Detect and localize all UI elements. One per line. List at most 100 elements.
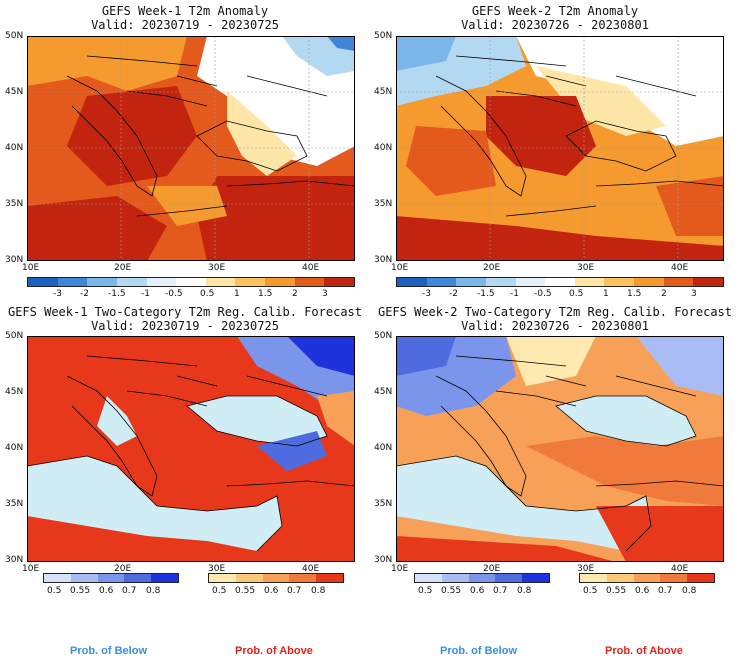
cbar-swatch xyxy=(633,574,661,582)
panel1-title: GEFS Week-1 T2m Anomaly xyxy=(101,4,269,18)
cbar-tick: -1.5 xyxy=(477,289,495,299)
cbar-swatch xyxy=(693,278,724,286)
cbar-swatch xyxy=(545,278,575,286)
cbar-swatch xyxy=(574,278,605,286)
cbar-swatch xyxy=(44,574,71,582)
cbar-swatch xyxy=(660,574,688,582)
probability-week2-map xyxy=(396,336,724,562)
cbar-tick: 0.7 xyxy=(658,586,673,596)
anomaly-colorbar-week1 xyxy=(27,277,355,287)
lat-label: 45N xyxy=(374,87,393,97)
lon-label: 10E xyxy=(22,564,40,574)
cbar-tick: 0.5 xyxy=(418,586,433,596)
lat-label: 35N xyxy=(374,499,393,509)
lon-label: 30E xyxy=(577,263,595,273)
cbar-swatch xyxy=(262,574,290,582)
cbar-tick: 0.6 xyxy=(635,586,650,596)
lat-label: 50N xyxy=(5,331,24,341)
cbar-tick: 0.7 xyxy=(122,586,137,596)
cbar-swatch xyxy=(289,574,317,582)
panel4-title: GEFS Week-2 Two-Category T2m Reg. Calib.… xyxy=(377,305,732,319)
anomaly-week2-map xyxy=(396,36,724,261)
panel2-valid: Valid: 20230726 - 20230801 xyxy=(461,18,649,32)
anomaly-week1-map xyxy=(27,36,355,261)
panel3-valid: Valid: 20230719 - 20230725 xyxy=(91,319,279,333)
cbar-tick: 0.7 xyxy=(287,586,302,596)
cbar-tick: 0.5 xyxy=(212,586,227,596)
lon-label: 20E xyxy=(114,263,132,273)
cbar-swatch xyxy=(606,574,634,582)
cbar-tick: 0.55 xyxy=(70,586,91,596)
cbar-tick: -0.5 xyxy=(165,289,183,299)
cbar-swatch xyxy=(687,574,714,582)
lat-label: 30N xyxy=(374,555,393,565)
lon-label: 30E xyxy=(208,564,226,574)
cbar-tick: 2 xyxy=(661,289,667,299)
cbar-swatch xyxy=(146,278,177,286)
cbar-swatch xyxy=(580,574,607,582)
cbar-tick: 2 xyxy=(292,289,298,299)
cbar-swatch xyxy=(397,278,427,286)
above-colorbar-week2 xyxy=(579,573,715,583)
cbar-tick: -3 xyxy=(53,289,62,299)
cbar-tick: 0.55 xyxy=(235,586,256,596)
cbar-tick: 0.5 xyxy=(47,586,62,596)
cbar-swatch xyxy=(70,574,98,582)
lat-label: 45N xyxy=(374,387,393,397)
lat-label: 45N xyxy=(5,87,24,97)
above-colorbar-week1 xyxy=(208,573,344,583)
cbar-swatch xyxy=(456,278,486,286)
prob-above-label: Prob. of Above xyxy=(605,645,683,657)
lon-label: 40E xyxy=(302,263,320,273)
lat-label: 50N xyxy=(374,331,393,341)
lon-label: 40E xyxy=(671,263,689,273)
lat-label: 50N xyxy=(374,31,393,41)
lat-label: 50N xyxy=(5,31,24,41)
lon-label: 30E xyxy=(208,263,226,273)
lat-label: 30N xyxy=(5,255,24,265)
cbar-swatch xyxy=(663,278,694,286)
cbar-tick: -1 xyxy=(510,289,519,299)
cbar-tick: 3 xyxy=(322,289,328,299)
cbar-swatch xyxy=(235,278,266,286)
cbar-swatch xyxy=(316,574,343,582)
cbar-swatch xyxy=(209,574,236,582)
cbar-tick: 0.8 xyxy=(146,586,161,596)
probability-week1-map xyxy=(27,336,355,562)
cbar-tick: 0.5 xyxy=(569,289,584,299)
lon-label: 10E xyxy=(391,564,409,574)
cbar-tick: 0.8 xyxy=(311,586,326,596)
lat-label: 35N xyxy=(5,199,24,209)
cbar-tick: 1.5 xyxy=(258,289,273,299)
lon-label: 40E xyxy=(671,564,689,574)
cbar-swatch xyxy=(97,574,125,582)
lon-label: 20E xyxy=(114,564,132,574)
lon-label: 40E xyxy=(302,564,320,574)
cbar-swatch xyxy=(57,278,88,286)
cbar-tick: 0.5 xyxy=(200,289,215,299)
cbar-tick: 3 xyxy=(691,289,697,299)
cbar-tick: 0.8 xyxy=(682,586,697,596)
panel4-valid: Valid: 20230726 - 20230801 xyxy=(461,319,649,333)
cbar-swatch xyxy=(634,278,664,286)
lat-label: 35N xyxy=(5,499,24,509)
cbar-tick: -2 xyxy=(80,289,89,299)
cbar-tick: 0.6 xyxy=(99,586,114,596)
lat-label: 30N xyxy=(5,555,24,565)
cbar-swatch xyxy=(235,574,263,582)
cbar-swatch xyxy=(205,278,236,286)
cbar-tick: 0.55 xyxy=(606,586,627,596)
lat-label: 35N xyxy=(374,199,393,209)
lon-label: 20E xyxy=(483,564,501,574)
below-colorbar-week1 xyxy=(43,573,179,583)
cbar-swatch xyxy=(515,278,546,286)
prob-below-label: Prob. of Below xyxy=(440,645,517,657)
anomaly-colorbar-week2 xyxy=(396,277,724,287)
cbar-swatch xyxy=(87,278,117,286)
lat-label: 40N xyxy=(5,443,24,453)
below-colorbar-week2 xyxy=(414,573,550,583)
cbar-tick: 1.5 xyxy=(627,289,642,299)
lon-label: 30E xyxy=(577,564,595,574)
cbar-tick: 0.7 xyxy=(493,586,508,596)
cbar-swatch xyxy=(28,278,58,286)
